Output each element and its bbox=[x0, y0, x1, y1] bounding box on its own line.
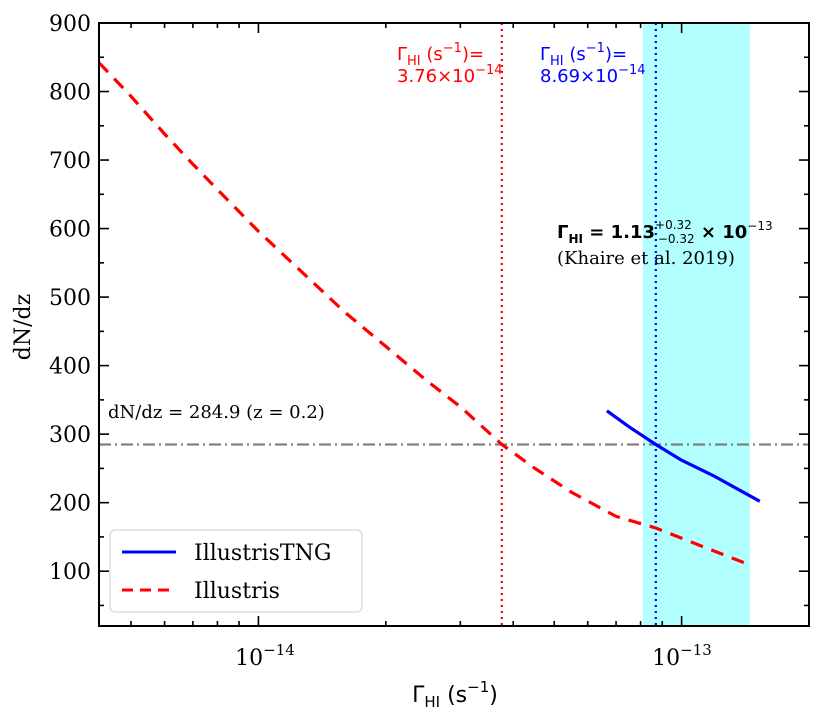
khaire-gamma-annotation: ΓHI = 1.13+0.32 −0.32 × 10−13 bbox=[557, 218, 773, 246]
axis-ticks bbox=[99, 22, 809, 626]
hline-annotation: dN/dz = 284.9 (z = 0.2) bbox=[108, 402, 325, 423]
y-tick-label: 100 bbox=[49, 560, 91, 585]
legend-label-illustris: Illustris bbox=[194, 579, 280, 604]
series-group bbox=[97, 61, 761, 565]
y-axis-label: dN/dz bbox=[11, 294, 36, 360]
y-tick-label: 300 bbox=[49, 423, 91, 448]
x-tick-label-1e-14: 10−14 bbox=[235, 641, 295, 671]
y-tick-label: 500 bbox=[49, 286, 91, 311]
khaire-citation: (Khaire et al. 2019) bbox=[557, 248, 735, 269]
x-tick-label-1e-13: 10−13 bbox=[652, 641, 712, 671]
illustristng-gamma-value: 8.69×10−14 bbox=[540, 63, 646, 87]
y-tick-label: 200 bbox=[49, 492, 91, 517]
y-tick-labels: 100 200 300 400 500 600 700 800 900 bbox=[49, 12, 91, 585]
plot-frame bbox=[98, 22, 810, 627]
y-tick-label: 900 bbox=[49, 12, 91, 37]
legend-label-illustristng: IllustrisTNG bbox=[194, 541, 331, 566]
khaire-uncertainty-band bbox=[642, 23, 750, 626]
illustris-gamma-label: ΓHI (s−1)= bbox=[397, 41, 484, 69]
y-tick-label: 700 bbox=[49, 149, 91, 174]
y-tick-label: 600 bbox=[49, 218, 91, 243]
series-illustristng-line bbox=[605, 409, 761, 503]
illustristng-gamma-label: ΓHI (s−1)= bbox=[540, 41, 627, 69]
legend: IllustrisTNG Illustris bbox=[109, 529, 363, 613]
y-tick-label: 800 bbox=[49, 81, 91, 106]
x-axis-label: ΓHI (s−1) bbox=[412, 678, 498, 711]
illustris-gamma-value: 3.76×10−14 bbox=[397, 63, 503, 87]
y-tick-label: 400 bbox=[49, 355, 91, 380]
series-illustris-line bbox=[97, 61, 746, 565]
